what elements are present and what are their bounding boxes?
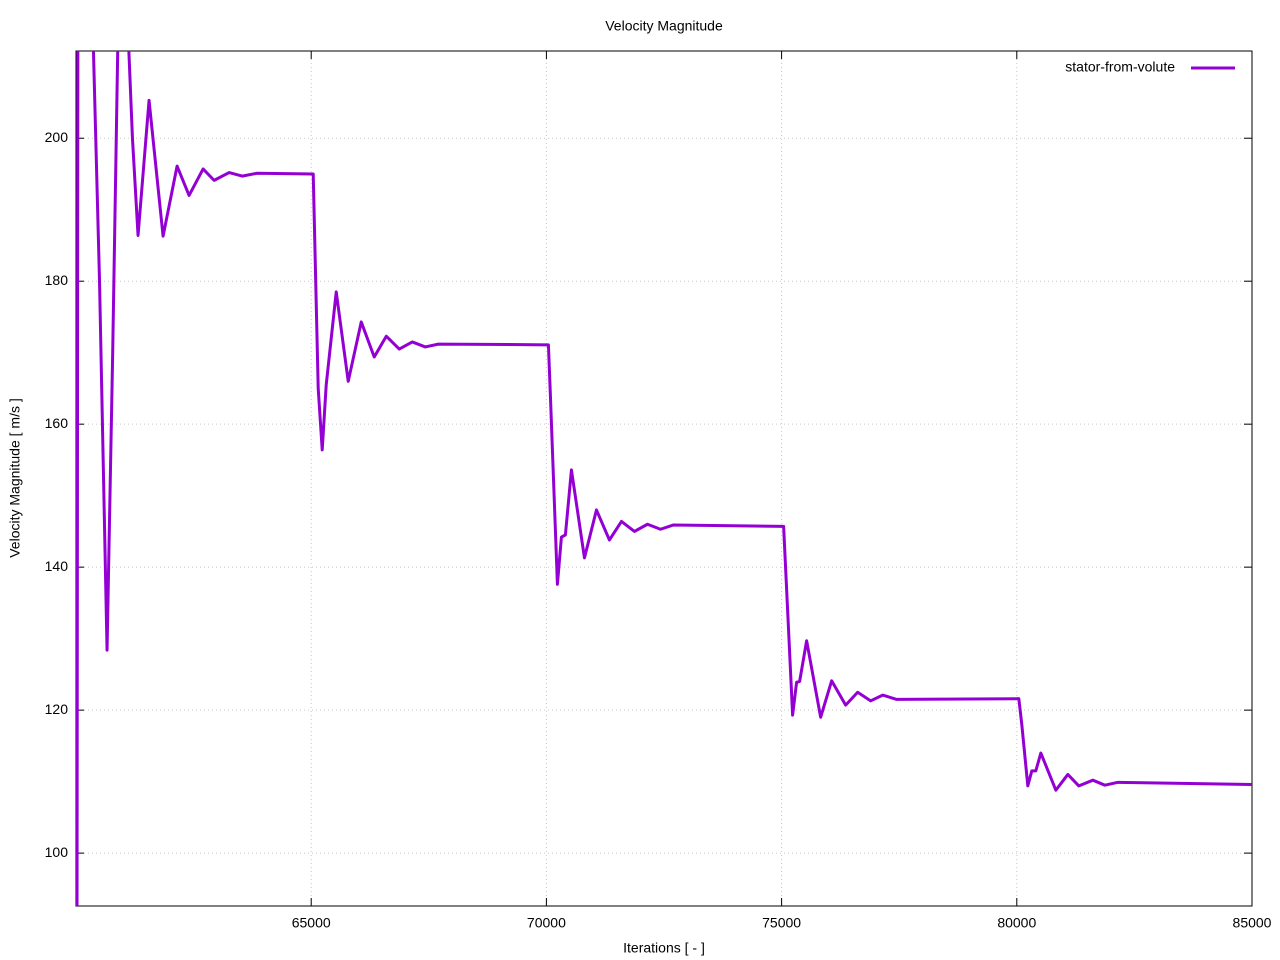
x-tick-label: 85000	[1233, 915, 1272, 931]
x-tick-label: 80000	[997, 915, 1036, 931]
y-tick-label: 200	[45, 129, 69, 145]
y-tick-label: 140	[45, 558, 69, 574]
legend-label: stator-from-volute	[1065, 59, 1175, 75]
plot-frame	[75, 50, 1253, 907]
y-tick-label: 100	[45, 844, 69, 860]
y-axis-label: Velocity Magnitude [ m/s ]	[7, 398, 23, 558]
x-tick-label: 65000	[292, 915, 331, 931]
x-tick-label: 70000	[527, 915, 566, 931]
x-axis-label: Iterations [ - ]	[623, 940, 705, 956]
chart-title: Velocity Magnitude	[605, 18, 723, 34]
y-tick-label: 120	[45, 701, 69, 717]
y-tick-label: 180	[45, 272, 69, 288]
data-line	[76, 51, 1252, 906]
x-tick-label: 75000	[762, 915, 801, 931]
y-tick-label: 160	[45, 415, 69, 431]
